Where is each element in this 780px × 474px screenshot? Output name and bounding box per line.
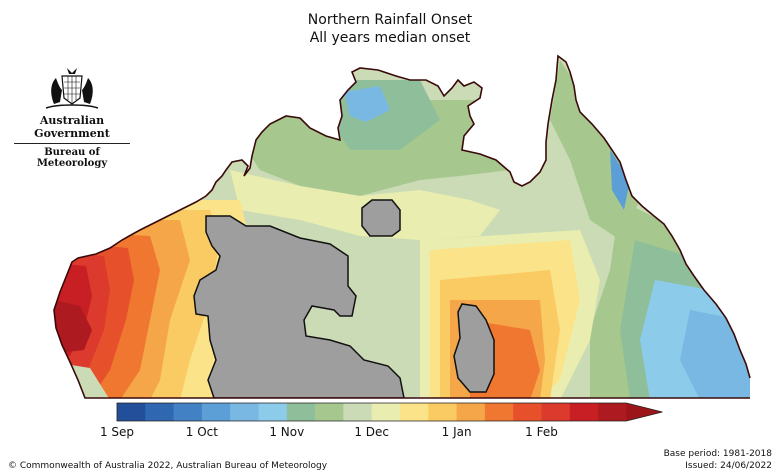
legend-tick-label: 1 Feb: [525, 425, 558, 439]
map-title: Northern Rainfall Onset: [307, 12, 473, 28]
legend-swatch: [145, 403, 175, 421]
coastline: [53, 54, 751, 399]
legend-swatch: [513, 403, 542, 421]
color-legend: [116, 402, 663, 422]
legend-swatch: [258, 403, 288, 421]
legend-swatch: [286, 403, 316, 421]
legend-arrow: [626, 403, 663, 421]
agency-name: Bureau of Meteorology: [36, 147, 108, 169]
logo-divider: [14, 143, 130, 144]
legend-swatch: [456, 403, 486, 421]
legend-swatch: [541, 403, 571, 421]
legend-swatch: [343, 403, 373, 421]
map-subtitle: All years median onset: [309, 30, 471, 46]
legend-swatch: [371, 403, 401, 421]
government-name: Australian Government: [34, 114, 110, 140]
legend-swatch: [598, 403, 627, 421]
government-logo: Australian Government Bureau of Meteorol…: [12, 64, 132, 169]
base-period: Base period: 1981-2018: [663, 449, 772, 459]
legend-swatch: [173, 403, 203, 421]
copyright-text: © Commonwealth of Australia 2022, Austra…: [8, 461, 328, 471]
legend-tick-label: 1 Dec: [354, 425, 390, 439]
legend-swatch: [230, 403, 259, 421]
legend-swatch: [428, 403, 458, 421]
legend-swatch: [117, 403, 146, 421]
legend-tick-label: 1 Nov: [269, 425, 305, 439]
issued-date: Issued: 24/06/2022: [685, 461, 772, 471]
legend-swatch: [400, 403, 429, 421]
coat-of-arms-icon: [45, 68, 99, 109]
legend-tick-label: 1 Jan: [441, 425, 472, 439]
legend-swatch: [484, 403, 514, 421]
legend-swatch: [569, 403, 599, 421]
legend-swatch: [201, 403, 231, 421]
legend-tick-label: 1 Sep: [99, 425, 135, 439]
legend-swatch: [315, 403, 344, 421]
legend-tick-label: 1 Oct: [185, 425, 218, 439]
